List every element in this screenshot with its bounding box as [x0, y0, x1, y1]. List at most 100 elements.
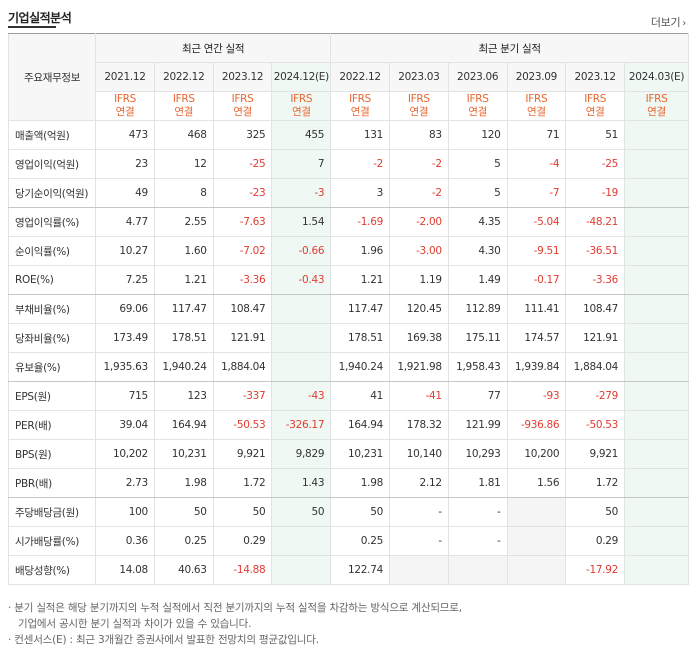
table-cell: 1.21	[153, 265, 214, 295]
table-cell: 10,231	[330, 439, 390, 469]
table-cell: 1,958.43	[447, 352, 508, 382]
table-cell: -23	[212, 178, 273, 208]
table-cell: 173.49	[95, 323, 155, 353]
ifrs-label: IFRS	[407, 93, 430, 105]
row-label[interactable]: EPS(원)	[7, 381, 97, 411]
table-cell: 10.27	[95, 236, 155, 266]
table-cell: -7.02	[212, 236, 273, 266]
basis-label: 연결	[527, 106, 546, 118]
table-cell: 50	[565, 497, 626, 527]
table-cell: 1.60	[153, 236, 214, 266]
table-cell: 50	[212, 497, 273, 527]
row-label[interactable]: 순이익률(%)	[7, 236, 97, 266]
table-cell: -0.43	[271, 265, 332, 295]
row-header-label: 주요재무정보	[7, 33, 97, 121]
table-cell: 0.29	[565, 526, 626, 556]
section-title: 기업실적분석	[8, 11, 72, 25]
row-label[interactable]: ROE(%)	[7, 265, 97, 295]
table-cell: 325	[212, 120, 273, 150]
table-cell: 164.94	[153, 410, 214, 440]
table-row: EPS(원) 715 123 -337 -43 41 -41 77 -93 -279	[7, 381, 689, 411]
table-cell	[624, 468, 689, 498]
row-label[interactable]: 부채비율(%)	[7, 294, 97, 324]
table-cell: 71	[506, 120, 567, 150]
table-cell: 174.57	[506, 323, 567, 353]
table-cell	[624, 294, 689, 324]
row-label[interactable]: PER(배)	[7, 410, 97, 440]
table-cell: -2	[388, 178, 449, 208]
ifrs-label: IFRS	[290, 93, 313, 105]
table-cell: 4.35	[447, 207, 508, 237]
table-cell: 468	[153, 120, 214, 150]
table-cell: -2.00	[388, 207, 449, 237]
table-cell: 3	[330, 178, 390, 208]
table-cell: 1.72	[212, 468, 273, 498]
ifrs-label: IFRS	[114, 93, 136, 105]
table-cell: 1.98	[330, 468, 390, 498]
table-cell	[624, 207, 689, 237]
table-cell	[506, 497, 567, 527]
row-label[interactable]: 당기순이익(억원)	[7, 178, 97, 208]
table-row: 당기순이익(억원) 49 8 -23 -3 3 -2 5 -7 -19	[7, 178, 689, 208]
table-row: 매출액(억원) 473 468 325 455 131 83 120 71 51	[7, 120, 689, 150]
row-label[interactable]: 유보율(%)	[7, 352, 97, 382]
row-label[interactable]: 당좌비율(%)	[7, 323, 97, 353]
footnote-quarterly-cont: 기업에서 공시한 분기 실적과 차이가 있을 수 있습니다.	[18, 618, 252, 630]
table-cell	[388, 555, 449, 585]
ifrs-basis-header: IFRS 연결	[212, 91, 273, 121]
table-cell: 121.91	[212, 323, 273, 353]
table-body: 매출액(억원) 473 468 325 455 131 83 120 71 51 영업이익(억원) 2…	[7, 120, 689, 585]
row-label[interactable]: 배당성향(%)	[7, 555, 97, 585]
table-cell: 117.47	[153, 294, 214, 324]
chevron-right-icon: ›	[682, 18, 686, 29]
table-cell: 1,884.04	[565, 352, 626, 382]
ifrs-label: IFRS	[466, 93, 489, 105]
table-cell: 0.36	[95, 526, 155, 556]
table-cell	[271, 323, 332, 353]
basis-label: 연결	[585, 106, 605, 118]
ifrs-basis-header: IFRS 연결	[95, 91, 155, 121]
table-cell: -93	[506, 381, 567, 411]
table-cell: 5	[447, 178, 508, 208]
table-cell: 1,939.84	[506, 352, 567, 382]
table-cell	[624, 497, 689, 527]
period-header: 2023.03	[388, 62, 449, 92]
table-cell: 83	[388, 120, 449, 150]
row-label[interactable]: 영업이익(억원)	[7, 149, 97, 179]
table-cell: 10,200	[506, 439, 567, 469]
table-cell	[624, 236, 689, 266]
table-cell: 5	[447, 149, 508, 179]
table-cell: 1.54	[271, 207, 332, 237]
table-cell: 715	[95, 381, 155, 411]
table-cell: 7.25	[95, 265, 155, 295]
period-header: 2024.12(E)	[271, 62, 332, 92]
row-label[interactable]: 주당배당금(원)	[7, 497, 97, 527]
table-cell	[624, 149, 689, 179]
ifrs-label: IFRS	[172, 93, 195, 105]
table-cell: 111.41	[506, 294, 567, 324]
period-header: 2021.12	[95, 62, 155, 92]
table-cell: 12	[153, 149, 214, 179]
row-label[interactable]: BPS(원)	[7, 439, 97, 469]
table-cell: 1,935.63	[95, 352, 155, 382]
period-header: 2022.12	[330, 62, 390, 92]
table-cell: 4.77	[95, 207, 155, 237]
period-header: 2023.12	[212, 62, 273, 92]
basis-label: 연결	[291, 106, 311, 118]
table-cell: 1,884.04	[212, 352, 273, 382]
row-label[interactable]: PBR(배)	[7, 468, 97, 498]
table-cell: -4	[506, 149, 567, 179]
row-label[interactable]: 영업이익률(%)	[7, 207, 97, 237]
ifrs-basis-header: IFRS 연결	[624, 91, 689, 121]
table-cell: -36.51	[565, 236, 626, 266]
table-cell: 4.30	[447, 236, 508, 266]
row-label[interactable]: 매출액(억원)	[7, 120, 97, 150]
period-header: 2024.03(E)	[624, 62, 689, 92]
table-cell: -1.69	[330, 207, 390, 237]
table-cell	[624, 178, 689, 208]
table-cell: -50.53	[212, 410, 273, 440]
more-link[interactable]: 더보기 ›	[651, 14, 686, 30]
table-cell: -326.17	[271, 410, 332, 440]
row-label[interactable]: 시가배당률(%)	[7, 526, 97, 556]
ifrs-label: IFRS	[584, 93, 607, 105]
